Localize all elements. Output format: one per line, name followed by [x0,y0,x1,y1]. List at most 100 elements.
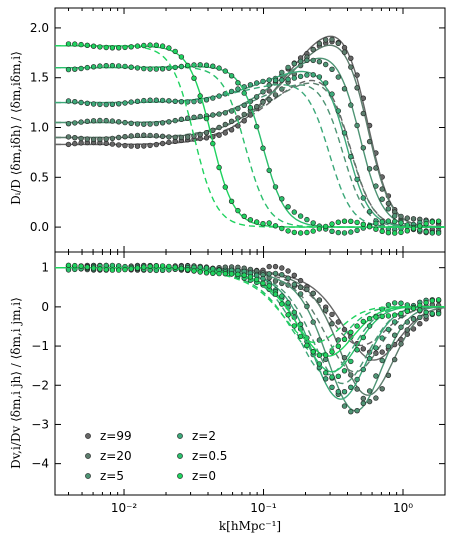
data-point-z20 [122,134,128,140]
data-point-z0 [304,229,310,236]
data-point-z20 [147,132,153,139]
data-point-z2 [115,101,122,107]
data-point-z0 [166,45,172,51]
data-point-z20 [316,40,323,47]
series-line-z5-solid [55,267,446,412]
data-point-z5 [291,281,297,288]
legend-label: z=0 [192,469,216,483]
data-point-z99 [128,143,134,149]
legend-marker [85,433,91,439]
data-point-z5 [348,102,354,108]
data-point-z0 [134,43,141,49]
data-point-z05 [235,80,241,86]
data-point-z20 [178,134,185,141]
data-point-z99 [297,277,304,284]
data-point-z2 [360,195,366,201]
data-point-z2 [385,326,392,333]
data-point-z05 [354,227,360,234]
data-point-z0 [297,230,304,236]
data-point-z05 [323,370,329,376]
data-point-z05 [429,310,435,317]
data-point-z5 [285,64,291,71]
y-tick-label: −2 [31,378,49,392]
data-point-z0 [348,218,354,225]
data-point-z0 [329,349,335,355]
data-point-z20 [228,118,235,125]
data-point-z05 [78,65,84,72]
data-point-z0 [134,265,141,271]
data-point-z2 [216,93,222,99]
data-point-z5 [366,388,373,394]
data-point-z0 [316,226,323,232]
data-point-z2 [266,77,272,83]
data-point-z2 [122,100,128,106]
data-point-z5 [310,319,316,325]
data-point-z20 [197,132,203,138]
data-point-z05 [97,63,103,69]
data-point-z0 [147,263,153,269]
data-point-z0 [197,93,203,99]
legend-marker [177,453,183,459]
data-point-z0 [304,342,310,349]
data-point-z99 [228,127,235,133]
data-point-z99 [216,132,222,138]
legend-label: z=20 [100,449,132,463]
data-point-z2 [260,275,266,282]
data-point-z5 [72,120,78,126]
data-point-z05 [423,229,429,235]
data-point-z0 [235,271,241,277]
data-point-z20 [354,386,360,392]
data-point-z20 [360,395,366,402]
data-point-z99 [341,44,348,51]
data-point-z5 [398,324,404,330]
data-point-z5 [241,102,247,109]
data-point-z5 [354,408,360,414]
data-point-z2 [228,88,235,95]
data-point-z0 [172,48,178,55]
data-point-z20 [316,297,323,303]
data-point-z05 [423,309,429,315]
legend: z=99 z=20 z=5 z=2 z=0.5 z=0 [85,429,227,483]
data-point-z20 [329,321,335,327]
series-line-z2-solid [55,267,445,400]
data-point-z99 [147,142,153,149]
data-point-z2 [147,97,153,103]
data-point-z99 [360,95,366,101]
data-point-z99 [109,141,116,147]
data-point-z05 [241,90,247,96]
y-tick-label: 2.0 [30,21,49,35]
data-point-z0 [241,272,247,278]
data-point-z05 [335,373,341,379]
data-point-z0 [197,269,203,275]
data-point-z0 [109,267,116,273]
data-point-z5 [392,213,398,219]
x-axis-labels: 10⁻² 10⁻¹ 10⁰ [111,501,413,515]
data-point-z0 [266,283,272,289]
data-point-z99 [203,135,210,141]
data-point-z0 [341,218,348,224]
data-point-z05 [191,62,197,68]
data-point-z0 [373,226,379,232]
data-point-z05 [360,334,366,341]
data-point-z5 [197,113,203,120]
data-point-z0 [103,44,109,51]
data-point-z0 [203,115,210,122]
data-point-z20 [97,136,103,143]
data-point-z0 [366,224,373,230]
data-point-z5 [373,373,379,379]
data-point-z05 [385,302,392,308]
data-point-z05 [341,230,348,236]
data-point-z05 [159,66,166,72]
data-point-z99 [166,139,172,146]
data-point-z20 [385,372,392,378]
data-point-z5 [285,275,291,281]
data-point-z20 [185,134,191,140]
data-point-z0 [404,228,410,234]
data-point-z5 [379,196,385,202]
data-point-z2 [379,335,385,341]
legend-label: z=2 [192,429,216,443]
data-point-z20 [153,133,160,139]
data-point-z2 [354,376,360,383]
data-point-z99 [65,141,72,148]
